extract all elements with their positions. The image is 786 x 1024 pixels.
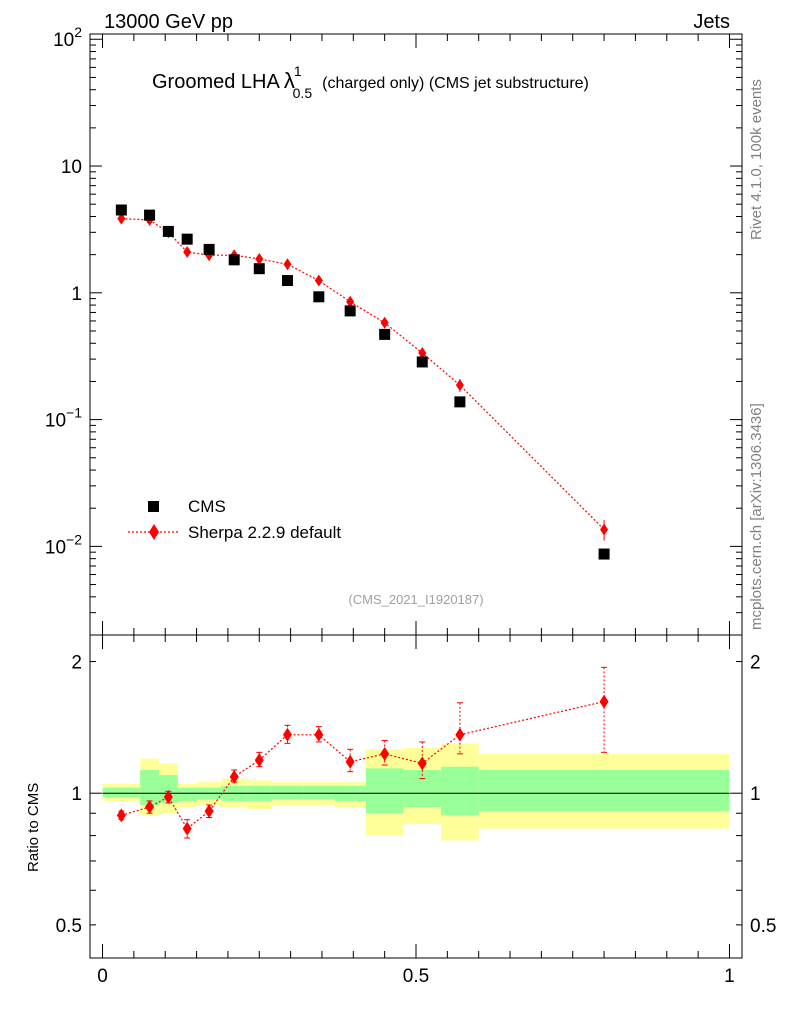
ratio-band-inner — [303, 785, 335, 800]
ratio-mc-point — [455, 727, 465, 742]
main-y-tick-label: 1 — [71, 284, 82, 305]
ratio-band-inner — [177, 787, 197, 801]
ratio-band-inner — [102, 787, 141, 798]
ratio-y-right-tick-label: 2 — [750, 653, 761, 674]
cms-point — [379, 328, 391, 340]
title-detail: (charged only) (CMS jet substructure) — [322, 75, 589, 92]
analysis-watermark: (CMS_2021_I1920187) — [348, 592, 483, 607]
cms-point — [253, 263, 265, 275]
cms-point — [416, 356, 428, 368]
ratio-mc-point — [282, 727, 292, 742]
header-left-label: 13000 GeV pp — [104, 11, 233, 33]
mc-line — [121, 217, 605, 530]
main-plot-panel: Groomed LHA λ1 0.5(charged only) (CMS jet … — [45, 24, 743, 636]
ratio-mc-point — [204, 804, 214, 819]
main-y-tick-label: 10 — [61, 157, 82, 178]
main-frame — [89, 33, 743, 636]
ratio-band-inner — [140, 769, 159, 805]
cms-point — [313, 291, 325, 303]
ratio-band-inner — [403, 769, 442, 807]
mc-point — [183, 245, 192, 258]
legend: CMS Sherpa 2.2.9 default — [128, 497, 341, 542]
title-main: Groomed LHA — [152, 71, 280, 93]
cms-point — [162, 225, 174, 237]
ratio-mc-point — [254, 753, 264, 768]
cms-point — [144, 209, 156, 221]
ratio-mc-point — [116, 808, 126, 823]
mc-point — [117, 212, 126, 225]
cms-point — [598, 548, 610, 560]
mcplots-label: mcplots.cern.ch [arXiv:1306.3436] — [748, 403, 765, 630]
legend-cms-marker — [148, 501, 159, 512]
rivet-version-label: Rivet 4.1.0, 100k events — [748, 79, 765, 240]
ratio-mc-point — [380, 746, 390, 761]
cms-point — [181, 233, 193, 245]
ratio-band-inner — [365, 768, 404, 814]
ratio-mc-point — [417, 756, 427, 771]
ratio-y-axis-label: Ratio to CMS — [25, 783, 42, 872]
mc-point — [418, 347, 427, 360]
ratio-plot-panel: 2 1 0.5 2 1 0.5 0 0.5 1 Ratio to CMS — [25, 634, 776, 987]
legend-cms-label: CMS — [188, 497, 226, 516]
ratio-mc-point — [229, 769, 239, 784]
ratio-mc-point — [182, 821, 192, 836]
ratio-band-inner — [478, 769, 730, 812]
ratio-y-tick-label: 1 — [71, 784, 82, 805]
mc-point — [283, 258, 292, 271]
cms-point — [281, 275, 293, 287]
cms-point — [203, 243, 215, 255]
ratio-y-right-tick-label: 1 — [750, 784, 761, 805]
mc-point — [380, 316, 389, 329]
ratio-mc-point — [314, 727, 324, 742]
ratio-mc-point — [163, 790, 173, 805]
ratio-y-tick-label: 2 — [71, 653, 82, 674]
ratio-band-inner — [158, 775, 178, 803]
ratio-mc-line — [121, 700, 605, 830]
mc-point — [255, 252, 264, 265]
cms-point — [115, 204, 127, 216]
ratio-band-inner — [441, 766, 479, 816]
mc-point — [346, 295, 355, 308]
ratio-mc-point — [599, 694, 609, 709]
title-lambda: λ — [284, 68, 295, 93]
ratio-mc-point — [145, 799, 155, 814]
ratio-y-right-tick-label: 0.5 — [750, 916, 776, 937]
main-y-tick-label: 10−1 — [45, 405, 82, 432]
header-right-label: Jets — [693, 11, 730, 33]
x-tick-label: 0 — [97, 966, 108, 987]
x-tick-label: 0.5 — [403, 966, 429, 987]
x-tick-label: 1 — [724, 966, 735, 987]
main-y-tick-label: 10−2 — [45, 531, 82, 558]
mc-point — [455, 379, 464, 392]
title-superscript: 1 — [294, 63, 302, 79]
main-y-tick-label: 102 — [53, 24, 82, 51]
cms-point — [228, 254, 240, 266]
ratio-mc-point — [345, 754, 355, 769]
mc-point — [314, 274, 323, 287]
title-subscript: 0.5 — [293, 85, 313, 101]
ratio-y-tick-label: 0.5 — [56, 916, 82, 937]
plot-title: Groomed LHA λ1 0.5 (charged only) (CMS jet … — [152, 63, 589, 101]
cms-point — [454, 396, 466, 408]
cms-point — [344, 305, 356, 317]
ratio-band-inner — [271, 785, 304, 800]
legend-mc-marker — [149, 524, 159, 540]
mc-point — [600, 523, 609, 536]
legend-mc-label: Sherpa 2.2.9 default — [188, 523, 341, 542]
